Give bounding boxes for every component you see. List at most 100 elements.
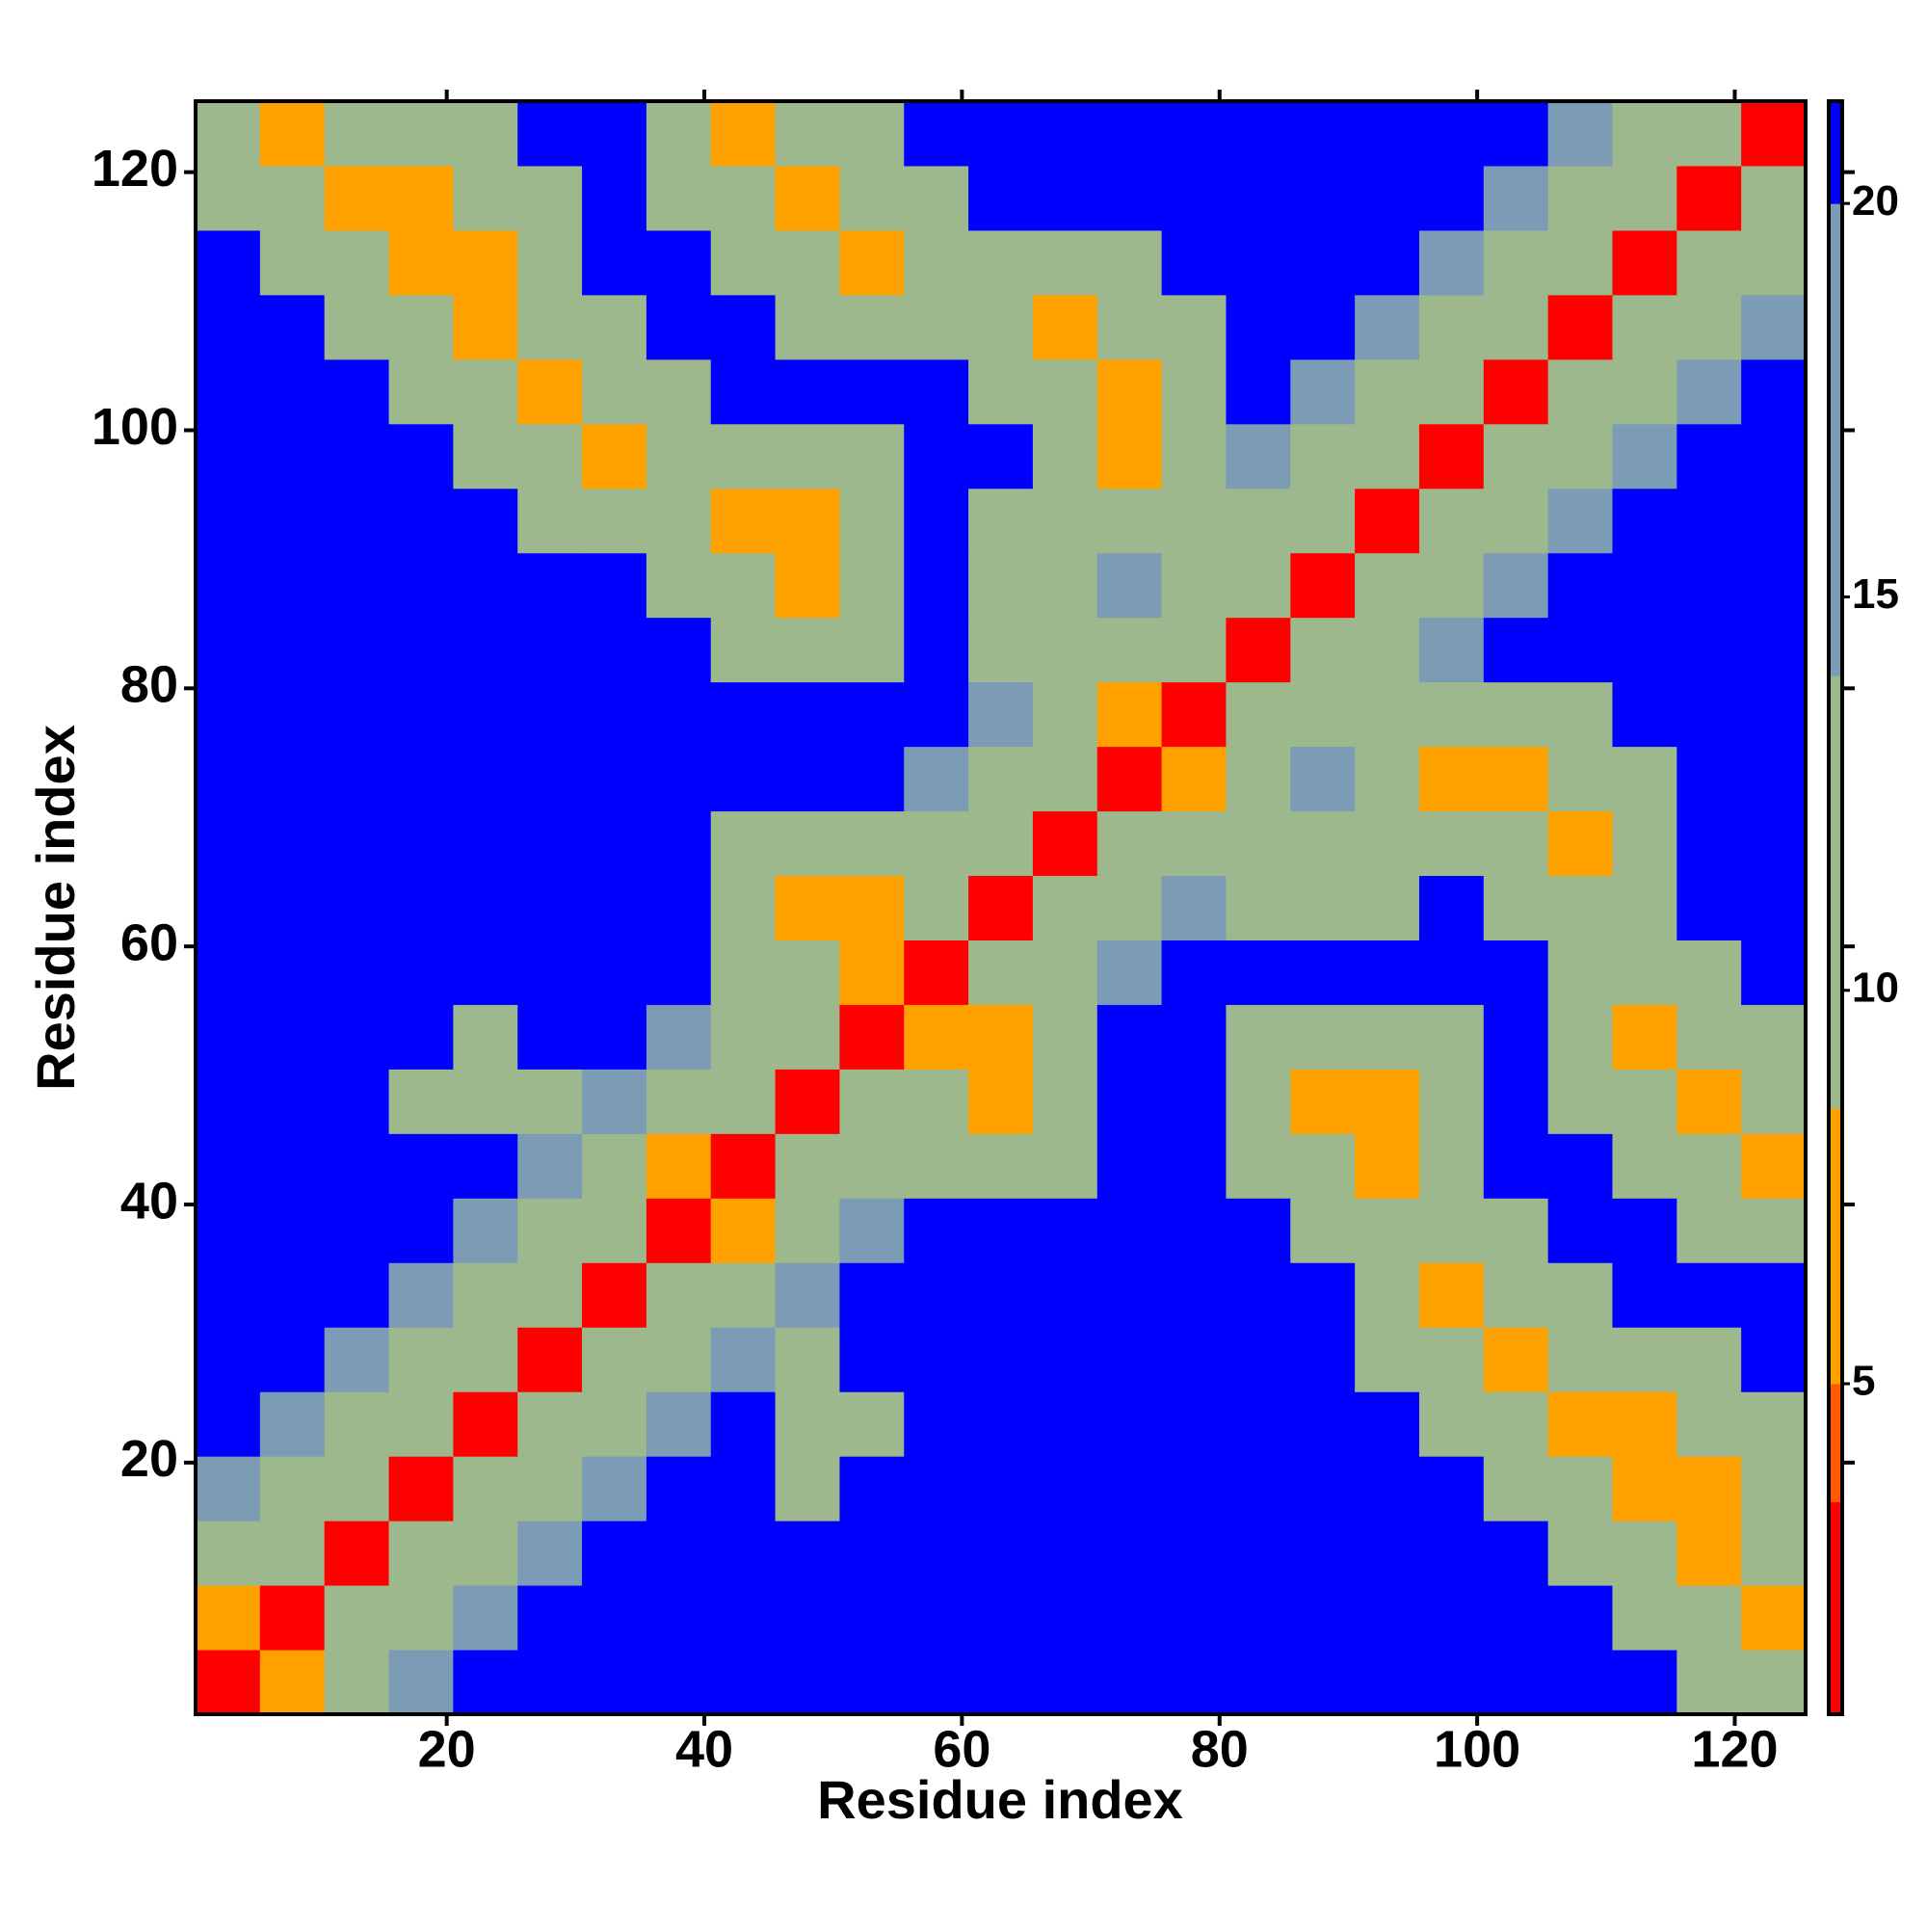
heatmap-cell xyxy=(1226,423,1291,490)
heatmap-cell xyxy=(259,810,326,877)
heatmap-cell xyxy=(1096,1650,1163,1715)
heatmap-cell xyxy=(517,1069,583,1134)
heatmap-cell xyxy=(1161,746,1227,812)
heatmap-cell xyxy=(324,617,390,683)
heatmap-cell xyxy=(517,1133,583,1199)
heatmap-cell xyxy=(1161,1327,1227,1392)
heatmap-cell xyxy=(1161,1650,1227,1715)
heatmap-cell xyxy=(1612,229,1677,296)
heatmap-cell xyxy=(1096,423,1163,490)
heatmap-cell xyxy=(1032,294,1098,360)
heatmap-cell xyxy=(646,1262,712,1328)
heatmap-cell xyxy=(1096,294,1163,360)
heatmap-cell xyxy=(839,1069,905,1134)
heatmap-cell xyxy=(1032,229,1098,296)
heatmap-cell xyxy=(582,1650,647,1715)
heatmap-cell xyxy=(904,1521,969,1586)
heatmap-cell xyxy=(1096,1069,1163,1134)
heatmap-cell xyxy=(324,1069,390,1134)
heatmap-cell xyxy=(1355,746,1420,812)
heatmap-cell xyxy=(1547,101,1613,167)
heatmap-cell xyxy=(646,746,712,812)
heatmap-cell xyxy=(904,1069,969,1134)
heatmap-cell xyxy=(646,1004,712,1070)
heatmap-cell xyxy=(646,1069,712,1134)
heatmap-cell xyxy=(196,165,261,231)
heatmap-cell xyxy=(517,1327,583,1392)
heatmap-cell xyxy=(1547,681,1613,748)
heatmap-cell xyxy=(582,552,647,619)
heatmap-cell xyxy=(388,681,454,748)
heatmap-cell xyxy=(968,1327,1034,1392)
heatmap-cell xyxy=(1096,1521,1163,1586)
heatmap-cell xyxy=(453,810,518,877)
heatmap-cell xyxy=(517,746,583,812)
heatmap-cell xyxy=(710,746,777,812)
heatmap-cell xyxy=(196,810,261,877)
heatmap-cell xyxy=(1612,358,1677,425)
heatmap-cell xyxy=(453,1262,518,1328)
heatmap-cell xyxy=(710,940,777,1005)
heatmap-cell xyxy=(1483,1133,1549,1199)
heatmap-cell xyxy=(1161,617,1227,683)
heatmap-cell xyxy=(839,165,905,231)
heatmap-cell xyxy=(453,423,518,490)
heatmap-cell xyxy=(196,617,261,683)
heatmap-cell xyxy=(710,358,777,425)
heatmap-cell xyxy=(646,940,712,1005)
heatmap xyxy=(196,101,1807,1715)
heatmap-cell xyxy=(582,1391,647,1457)
heatmap-cell xyxy=(1676,229,1742,296)
heatmap-cell xyxy=(1290,1198,1356,1263)
heatmap-cell xyxy=(646,1133,712,1199)
heatmap-cell xyxy=(1676,617,1742,683)
heatmap-cell xyxy=(1483,1069,1549,1134)
heatmap-cell xyxy=(1612,810,1677,877)
heatmap-cell xyxy=(1418,101,1485,167)
heatmap-cell xyxy=(517,1650,583,1715)
heatmap-cell xyxy=(775,358,840,425)
heatmap-cell xyxy=(1096,1391,1163,1457)
heatmap-cell xyxy=(968,810,1034,877)
heatmap-cell xyxy=(1418,810,1485,877)
heatmap-cell xyxy=(1032,1004,1098,1070)
heatmap-cell xyxy=(1226,1456,1291,1522)
heatmap-cell xyxy=(1547,1650,1613,1715)
heatmap-cell xyxy=(196,1650,261,1715)
heatmap-cell xyxy=(1741,1327,1807,1392)
heatmap-cell xyxy=(775,1133,840,1199)
heatmap-cell xyxy=(839,1262,905,1328)
heatmap-cell xyxy=(839,488,905,554)
heatmap-cell xyxy=(1676,1391,1742,1457)
heatmap-cell xyxy=(388,1585,454,1651)
heatmap-cell xyxy=(1741,1262,1807,1328)
heatmap-cell xyxy=(324,358,390,425)
heatmap-cell xyxy=(582,294,647,360)
heatmap-cell xyxy=(517,1521,583,1586)
heatmap-cell xyxy=(453,488,518,554)
heatmap-cell xyxy=(1741,617,1807,683)
y-tick-label: 60 xyxy=(120,913,178,971)
heatmap-cell xyxy=(1547,358,1613,425)
heatmap-cell xyxy=(839,423,905,490)
heatmap-cell xyxy=(1161,1133,1227,1199)
heatmap-cell xyxy=(1290,1004,1356,1070)
heatmap-cell xyxy=(1096,746,1163,812)
heatmap-cell xyxy=(582,1004,647,1070)
heatmap-cell xyxy=(1676,940,1742,1005)
heatmap-cell xyxy=(646,1650,712,1715)
heatmap-cell xyxy=(582,746,647,812)
heatmap-cell xyxy=(582,358,647,425)
heatmap-cell xyxy=(1161,552,1227,619)
heatmap-cell xyxy=(196,1391,261,1457)
heatmap-cell xyxy=(517,358,583,425)
heatmap-cell xyxy=(1290,1262,1356,1328)
heatmap-cell xyxy=(968,617,1034,683)
heatmap-cell xyxy=(1483,552,1549,619)
heatmap-cell xyxy=(1096,1198,1163,1263)
heatmap-cell xyxy=(1741,488,1807,554)
heatmap-cell xyxy=(968,358,1034,425)
colorbar-tick-label: 5 xyxy=(1852,1358,1875,1405)
heatmap-cell xyxy=(1741,746,1807,812)
